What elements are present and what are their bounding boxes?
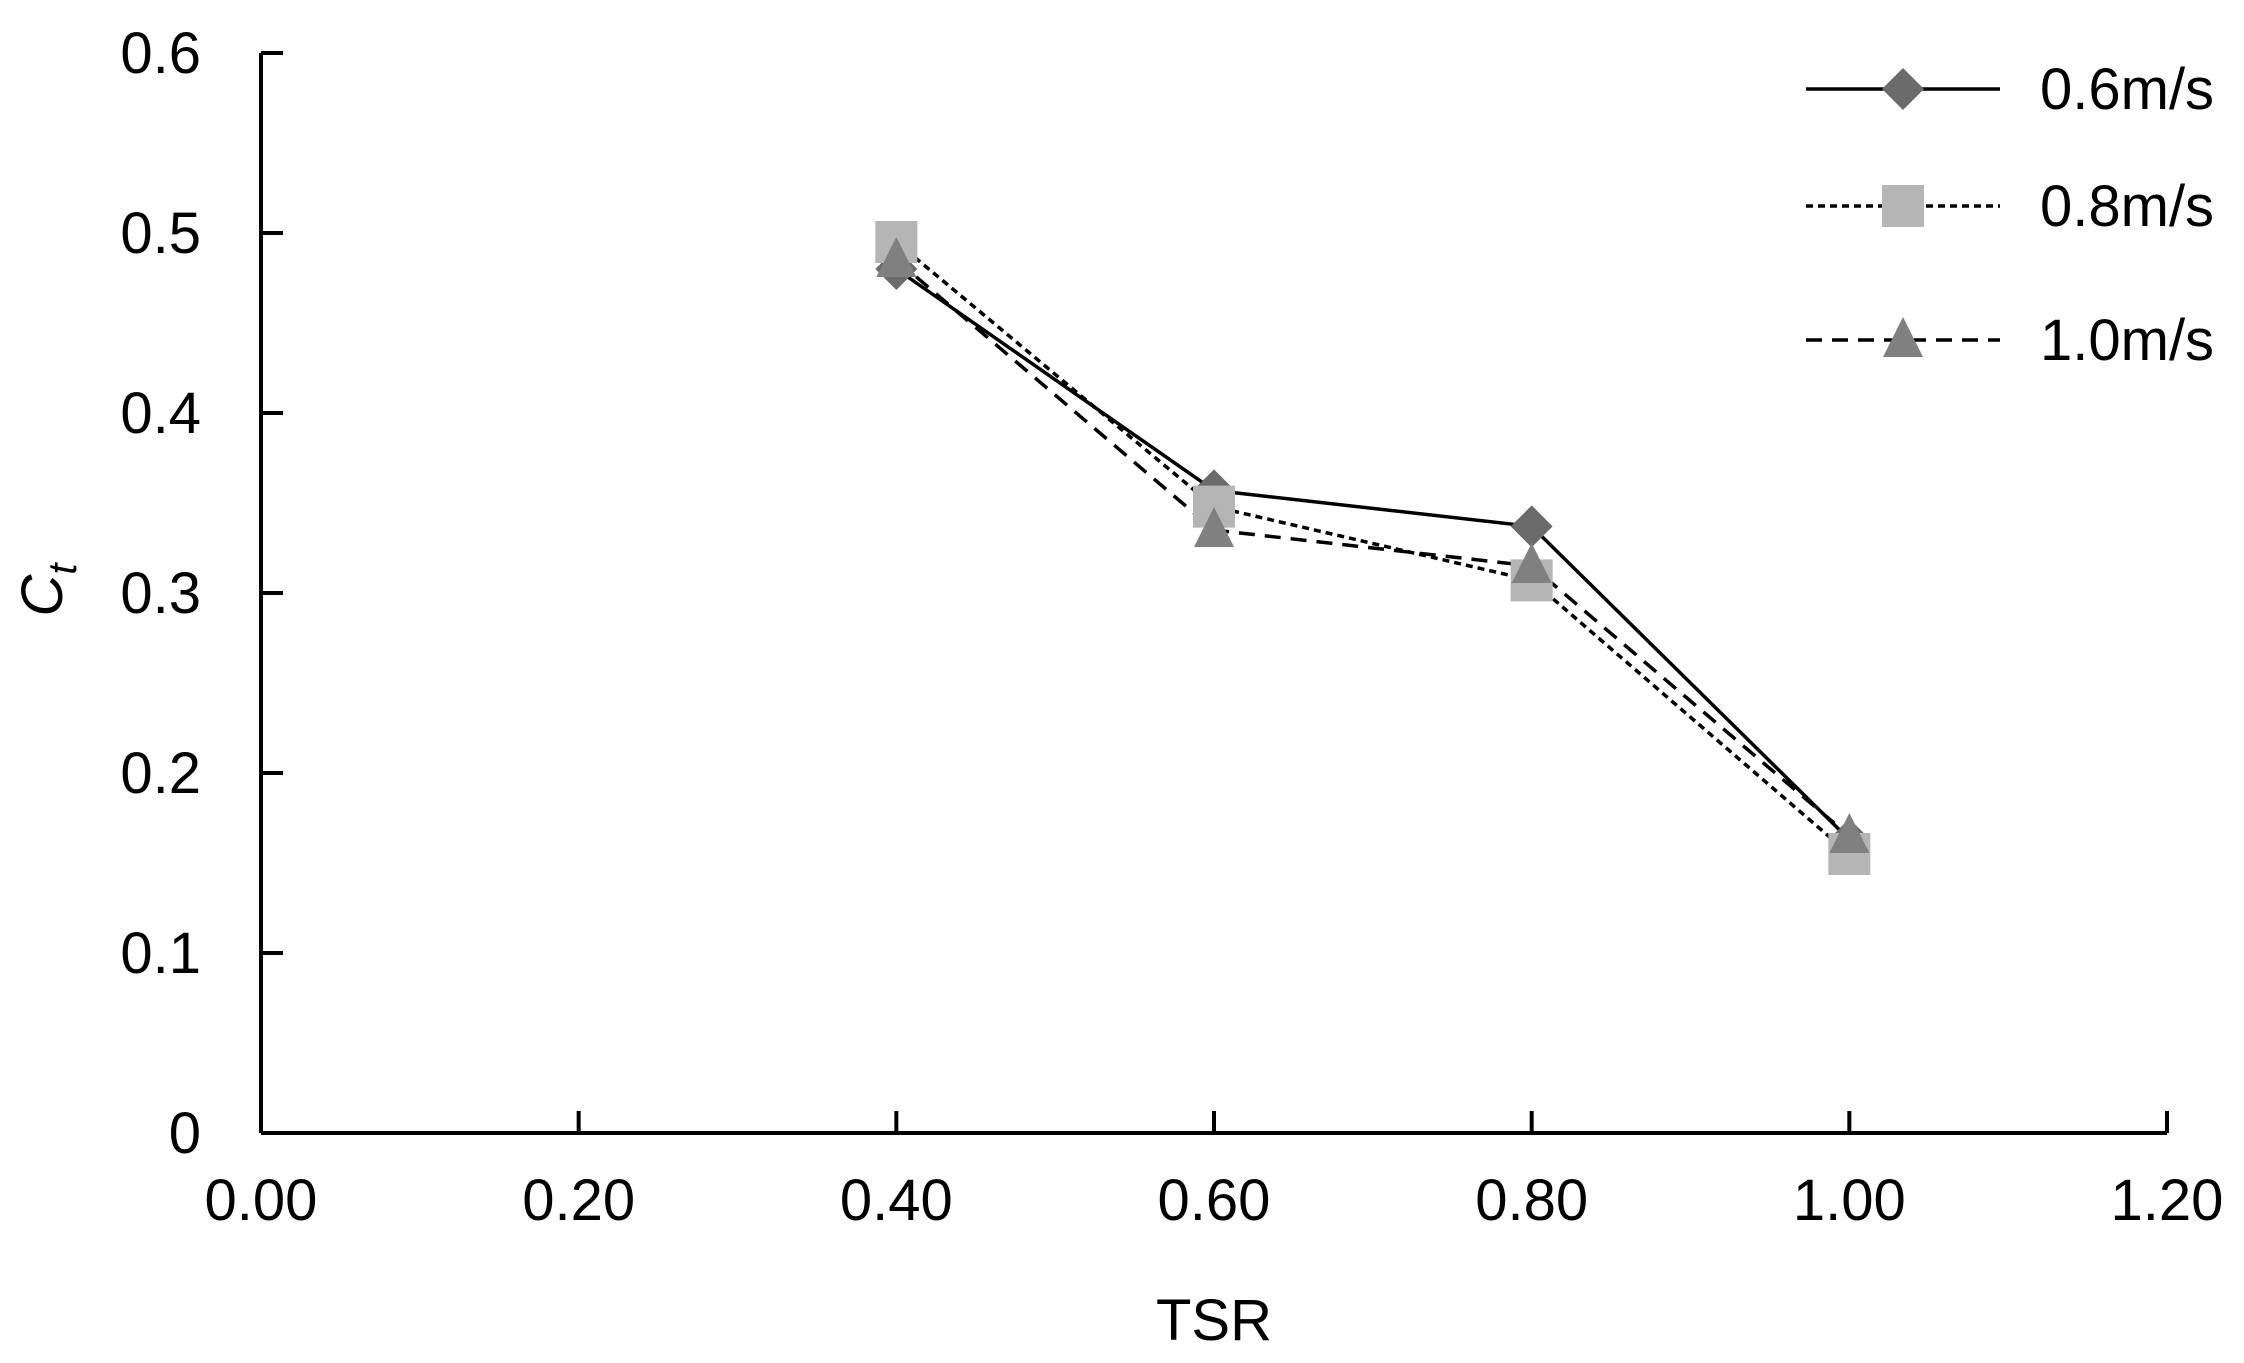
series-markers (875, 221, 1871, 875)
y-axis-title-main: C (10, 574, 75, 617)
x-ticks: 0.00 0.20 0.40 0.60 0.80 1.00 1.20 (205, 1111, 2224, 1233)
y-tick-label: 0.6 (120, 21, 201, 86)
y-tick-label: 0.2 (120, 741, 201, 806)
series-3-point (1511, 543, 1552, 583)
y-tick-label: 0.1 (120, 921, 201, 986)
x-tick-label: 0.80 (1475, 1168, 1588, 1233)
legend-label-1: 0.6m/s (2040, 57, 2214, 122)
series-line-3 (895, 258, 1851, 838)
y-tick-label: 0.5 (120, 201, 201, 266)
x-axis-title: TSR (1156, 1288, 1272, 1353)
y-tick-label: 0.4 (120, 381, 201, 446)
legend-marker-3 (1883, 317, 1923, 357)
series-line-1 (895, 267, 1851, 841)
series-3-point (1194, 507, 1234, 547)
x-tick-label: 0.60 (1158, 1168, 1271, 1233)
y-axis-title-subscript: t (41, 562, 85, 575)
series-3-point (1829, 813, 1870, 853)
series-1-point (1510, 505, 1553, 548)
y-axis-title: Ct (10, 562, 85, 617)
legend-label-2: 0.8m/s (2040, 174, 2214, 239)
axes (259, 53, 2167, 1135)
series-lines (895, 240, 1851, 856)
x-tick-label: 0.20 (522, 1168, 635, 1233)
series-line-2 (895, 240, 1851, 856)
legend-marker-1 (1882, 68, 1924, 110)
y-ticks: 0 0.1 0.2 0.3 0.4 0.5 0.6 (120, 21, 283, 1166)
legend-marker-2 (1882, 185, 1924, 227)
y-tick-label: 0 (169, 1101, 201, 1166)
x-tick-label: 1.20 (2111, 1168, 2224, 1233)
y-tick-label: 0.3 (120, 561, 201, 626)
x-tick-label: 0.40 (840, 1168, 953, 1233)
legend-label-3: 1.0m/s (2040, 308, 2214, 373)
x-tick-label: 0.00 (205, 1168, 318, 1233)
legend: 0.6m/s 0.8m/s 1.0m/s (1806, 57, 2214, 373)
x-tick-label: 1.00 (1793, 1168, 1906, 1233)
series-3-point (876, 237, 917, 277)
